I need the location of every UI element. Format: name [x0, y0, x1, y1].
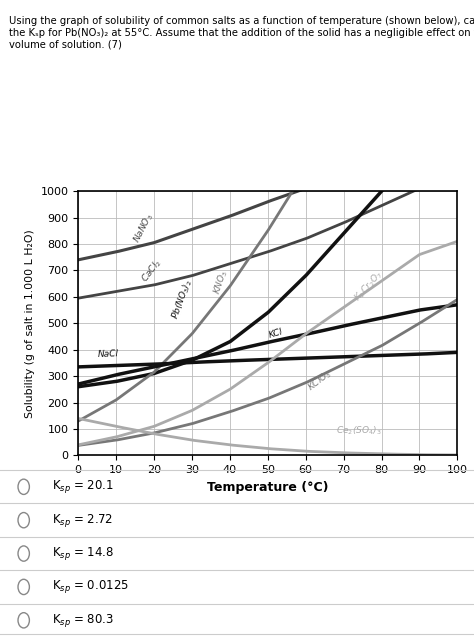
- Text: K$_{sp}$ = 80.3: K$_{sp}$ = 80.3: [52, 612, 114, 629]
- Text: NaNO$_3$: NaNO$_3$: [131, 211, 157, 245]
- Text: NaCl: NaCl: [97, 349, 118, 359]
- Text: KClO$_3$: KClO$_3$: [306, 368, 335, 394]
- Text: Using the graph of solubility of common salts as a function of temperature (show: Using the graph of solubility of common …: [9, 16, 474, 49]
- Text: KCl: KCl: [268, 327, 284, 340]
- Text: K$_2$Cr$_2$O$_7$: K$_2$Cr$_2$O$_7$: [351, 268, 385, 304]
- Text: K$_{sp}$ = 14.8: K$_{sp}$ = 14.8: [52, 545, 114, 562]
- Text: KNO$_3$: KNO$_3$: [211, 268, 231, 296]
- Y-axis label: Solubility (g of salt in 1.000 L H₂O): Solubility (g of salt in 1.000 L H₂O): [25, 229, 35, 418]
- Text: Pb(NO$_3$)$_2$: Pb(NO$_3$)$_2$: [169, 278, 195, 321]
- Text: CaCl$_2$: CaCl$_2$: [139, 256, 164, 285]
- Text: K$_{sp}$ = 0.0125: K$_{sp}$ = 0.0125: [52, 578, 129, 596]
- Text: Ce$_2$(SO$_4$)$_3$: Ce$_2$(SO$_4$)$_3$: [336, 424, 382, 436]
- Text: K$_{sp}$ = 20.1: K$_{sp}$ = 20.1: [52, 478, 114, 496]
- Text: K$_{sp}$ = 2.72: K$_{sp}$ = 2.72: [52, 512, 113, 529]
- X-axis label: Temperature (°C): Temperature (°C): [207, 481, 328, 494]
